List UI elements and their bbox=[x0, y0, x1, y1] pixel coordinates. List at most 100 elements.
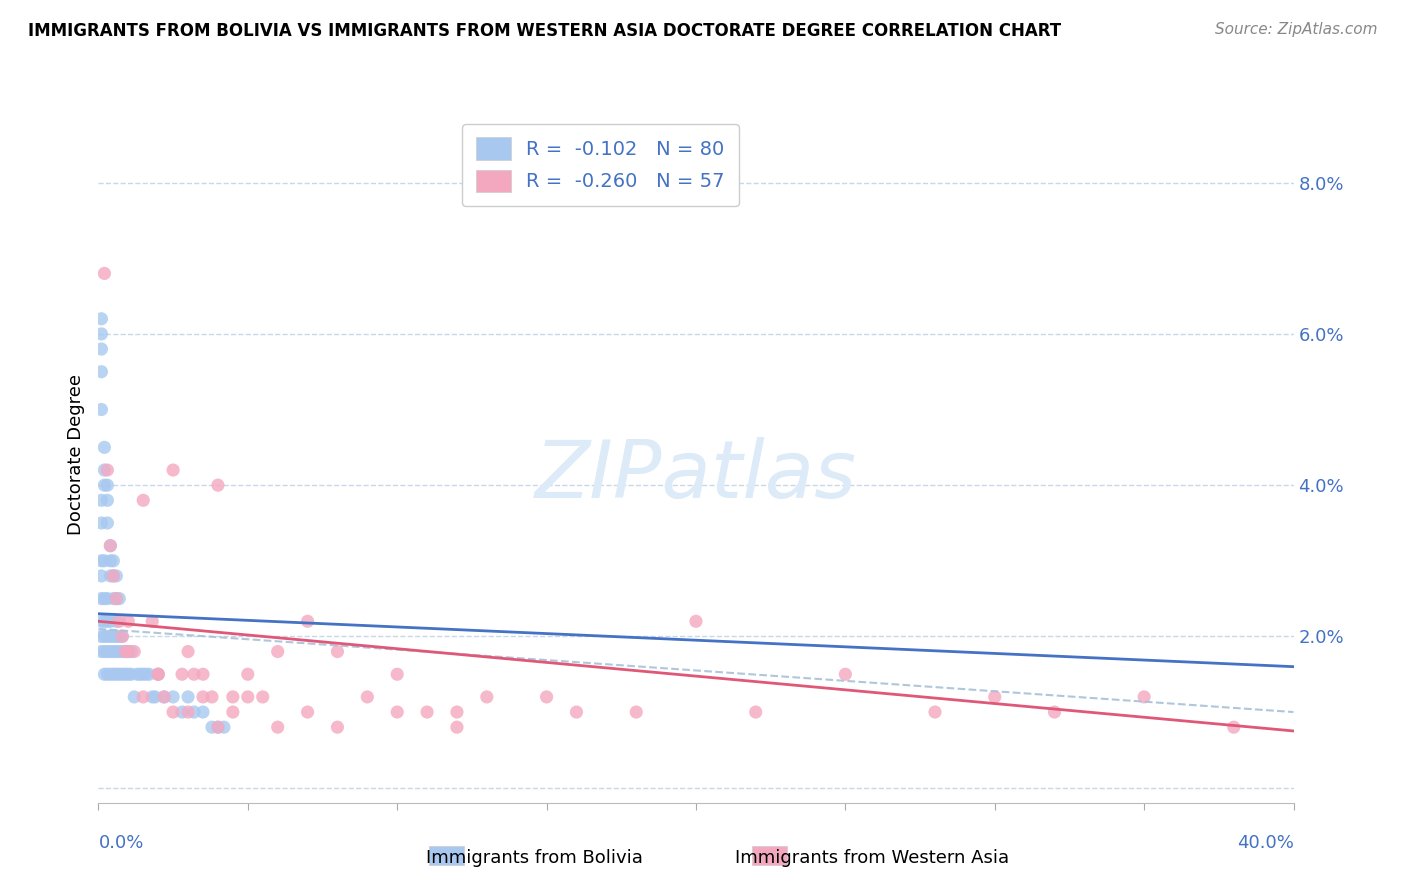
Point bbox=[111, 629, 134, 643]
Point bbox=[201, 690, 224, 704]
Point bbox=[96, 667, 118, 681]
Point bbox=[183, 667, 205, 681]
Point bbox=[108, 644, 131, 658]
Point bbox=[90, 591, 112, 606]
Point bbox=[124, 644, 146, 658]
Point bbox=[183, 705, 205, 719]
Point bbox=[98, 569, 122, 583]
Point bbox=[1043, 705, 1066, 719]
Point bbox=[108, 629, 131, 643]
Point bbox=[446, 720, 468, 734]
Text: 40.0%: 40.0% bbox=[1237, 834, 1294, 852]
Point bbox=[96, 591, 118, 606]
Point bbox=[172, 705, 194, 719]
Point bbox=[105, 591, 128, 606]
Point bbox=[356, 690, 378, 704]
Point bbox=[624, 705, 647, 719]
Point bbox=[111, 644, 134, 658]
Point bbox=[201, 720, 224, 734]
Point bbox=[177, 705, 200, 719]
Text: Immigrants from Bolivia: Immigrants from Bolivia bbox=[426, 849, 643, 867]
Point bbox=[117, 615, 139, 629]
Text: Source: ZipAtlas.com: Source: ZipAtlas.com bbox=[1215, 22, 1378, 37]
Point bbox=[207, 720, 229, 734]
Point bbox=[162, 690, 184, 704]
Point bbox=[105, 569, 128, 583]
Point bbox=[98, 644, 122, 658]
FancyBboxPatch shape bbox=[429, 846, 464, 865]
Point bbox=[114, 644, 136, 658]
Text: IMMIGRANTS FROM BOLIVIA VS IMMIGRANTS FROM WESTERN ASIA DOCTORATE DEGREE CORRELA: IMMIGRANTS FROM BOLIVIA VS IMMIGRANTS FR… bbox=[28, 22, 1062, 40]
Point bbox=[93, 478, 115, 492]
Point bbox=[177, 690, 200, 704]
Point bbox=[93, 441, 115, 455]
Point bbox=[96, 516, 118, 530]
Point bbox=[117, 644, 139, 658]
Point bbox=[132, 667, 155, 681]
Point bbox=[117, 667, 139, 681]
Point bbox=[96, 615, 118, 629]
Point bbox=[103, 591, 125, 606]
Point bbox=[120, 644, 142, 658]
Point bbox=[96, 463, 118, 477]
Point bbox=[108, 591, 131, 606]
Point bbox=[103, 569, 125, 583]
FancyBboxPatch shape bbox=[752, 846, 787, 865]
Point bbox=[98, 554, 122, 568]
Point bbox=[252, 690, 274, 704]
Point bbox=[117, 644, 139, 658]
Point bbox=[98, 539, 122, 553]
Point bbox=[96, 493, 118, 508]
Point bbox=[536, 690, 558, 704]
Point bbox=[103, 667, 125, 681]
Point bbox=[565, 705, 588, 719]
Point bbox=[177, 644, 200, 658]
Point bbox=[222, 690, 245, 704]
Point bbox=[191, 705, 214, 719]
Point bbox=[105, 591, 128, 606]
Point bbox=[93, 629, 115, 643]
Point bbox=[127, 667, 149, 681]
Point bbox=[141, 615, 163, 629]
Point bbox=[267, 720, 290, 734]
Point bbox=[108, 615, 131, 629]
Point bbox=[108, 667, 131, 681]
Point bbox=[90, 402, 112, 417]
Point bbox=[105, 644, 128, 658]
Point bbox=[138, 667, 160, 681]
Point bbox=[326, 720, 349, 734]
Point bbox=[98, 667, 122, 681]
Point bbox=[267, 644, 290, 658]
Point bbox=[98, 539, 122, 553]
Point bbox=[96, 629, 118, 643]
Point bbox=[135, 667, 157, 681]
Point bbox=[297, 705, 319, 719]
Point bbox=[93, 591, 115, 606]
Point bbox=[162, 705, 184, 719]
Point bbox=[90, 644, 112, 658]
Point bbox=[191, 690, 214, 704]
Point bbox=[111, 629, 134, 643]
Point bbox=[105, 629, 128, 643]
Point bbox=[416, 705, 439, 719]
Point bbox=[93, 615, 115, 629]
Point bbox=[236, 690, 259, 704]
Point bbox=[90, 493, 112, 508]
Point bbox=[120, 667, 142, 681]
Point bbox=[1223, 720, 1246, 734]
Point bbox=[103, 569, 125, 583]
Point bbox=[90, 569, 112, 583]
Point bbox=[98, 615, 122, 629]
Point bbox=[105, 667, 128, 681]
Point bbox=[114, 667, 136, 681]
Point bbox=[90, 516, 112, 530]
Point bbox=[745, 705, 768, 719]
Point bbox=[132, 690, 155, 704]
Point bbox=[212, 720, 235, 734]
Y-axis label: Doctorate Degree: Doctorate Degree bbox=[66, 375, 84, 535]
Point bbox=[103, 629, 125, 643]
Point bbox=[98, 629, 122, 643]
Point bbox=[172, 667, 194, 681]
Point bbox=[236, 667, 259, 681]
Point bbox=[153, 690, 176, 704]
